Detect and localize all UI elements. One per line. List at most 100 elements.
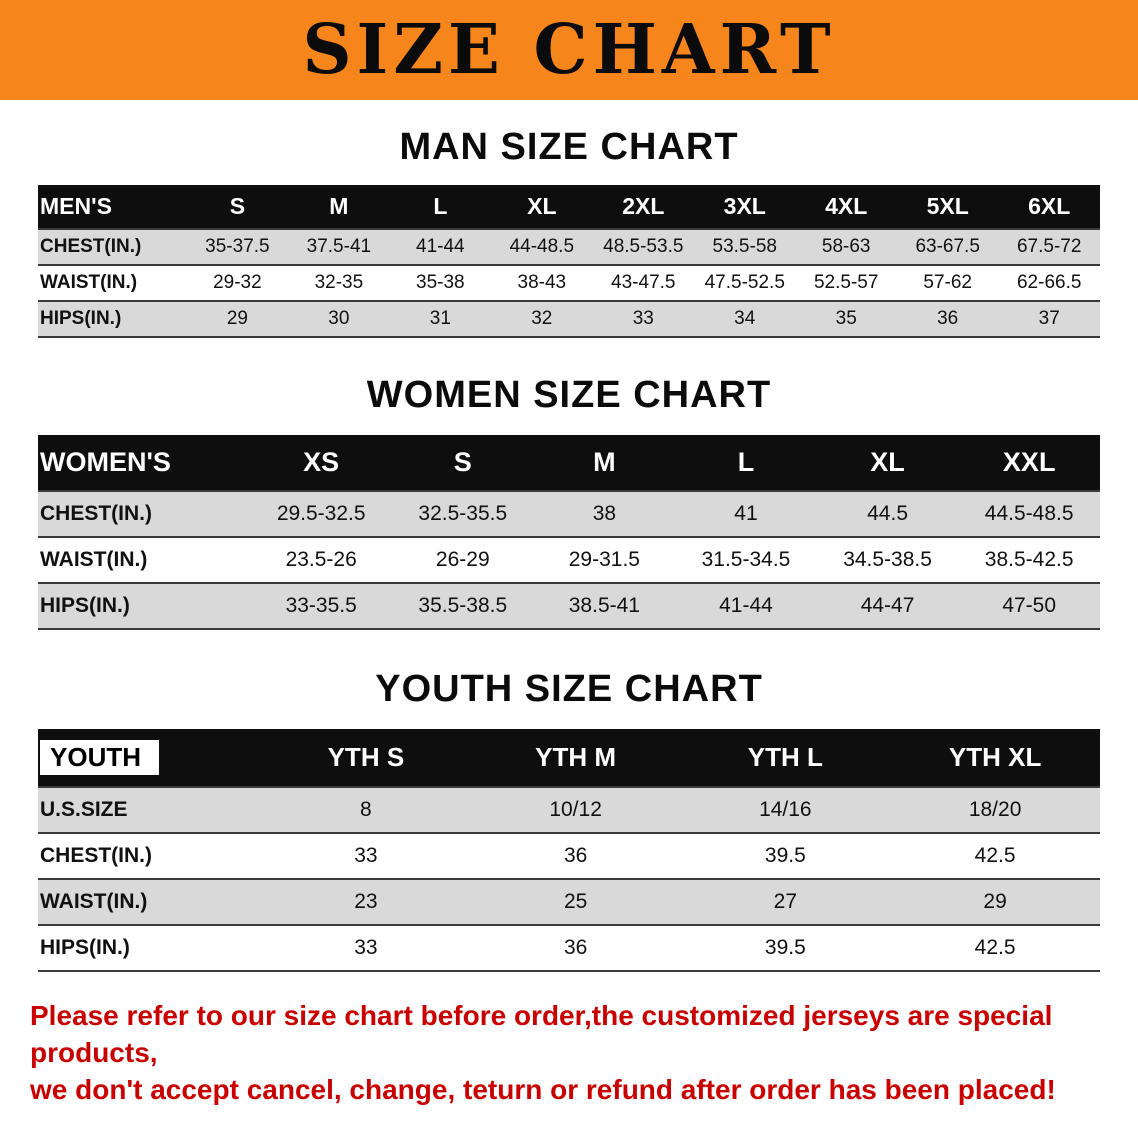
measure-cell: 39.5 xyxy=(764,844,806,867)
header-cell-text: L xyxy=(737,447,755,477)
measure-cell: 41 xyxy=(734,502,758,525)
measure-cell: 31 xyxy=(429,308,451,329)
header-cell-text: XL xyxy=(870,447,905,477)
men-header-row: MEN'S S M L XL 2XL 3XL 4XL 5XL 6XL xyxy=(38,185,1100,229)
measure-cell: 42.5 xyxy=(974,844,1016,867)
measure-cell: 44.5 xyxy=(867,502,908,525)
measure-cell: 33 xyxy=(354,936,378,959)
youth-section-title: YOUTH SIZE CHART xyxy=(375,668,763,710)
women-size-header: S xyxy=(391,435,534,491)
row-label: WAIST(IN.) xyxy=(40,548,148,571)
measure-cell: 39.5 xyxy=(764,936,806,959)
header-cell-text: YTH XL xyxy=(948,742,1042,772)
youth-measure-row: WAIST(IN.) 23 25 27 29 xyxy=(38,879,1100,925)
women-measure-row: HIPS(IN.) 33-35.5 35.5-38.5 38.5-41 41-44 44-… xyxy=(38,583,1100,629)
measure-cell: 36 xyxy=(937,308,959,329)
men-size-header: 4XL xyxy=(795,185,897,229)
youth-measure-row: CHEST(IN.) 33 36 39.5 42.5 xyxy=(38,833,1100,879)
youth-size-header: YTH M xyxy=(470,729,681,787)
men-size-table: MEN'S S M L XL 2XL 3XL 4XL 5XL 6XL CHEST(IN.) 35-37… xyxy=(38,185,1100,338)
measure-cell: 30 xyxy=(328,308,350,329)
measure-cell: 29-31.5 xyxy=(568,548,640,571)
men-size-section: MAN SIZE CHART MEN'S S M L XL 2XL 3XL 4XL 5XL 6XL… xyxy=(0,126,1138,338)
women-size-header: L xyxy=(675,435,817,491)
header-cell-text: 4XL xyxy=(825,193,868,219)
measure-cell: 62-66.5 xyxy=(1016,272,1082,293)
measure-cell: 47-50 xyxy=(1002,594,1057,617)
youth-size-section: YOUTH SIZE CHART YOUTH YTH S YTH M YTH L YTH… xyxy=(0,668,1138,972)
measure-cell: 38.5-41 xyxy=(568,594,640,617)
measure-cell: 34.5-38.5 xyxy=(843,548,932,571)
row-label: CHEST(IN.) xyxy=(40,502,152,525)
measure-cell: 31.5-34.5 xyxy=(701,548,791,571)
measure-cell: 34 xyxy=(734,308,756,329)
women-size-header: XXL xyxy=(958,435,1100,491)
men-size-header: 3XL xyxy=(694,185,796,229)
measure-cell: 35.5-38.5 xyxy=(418,594,508,617)
measure-cell: 36 xyxy=(563,936,588,959)
women-measure-row: WAIST(IN.) 23.5-26 26-29 29-31.5 31.5-34.5 34… xyxy=(38,537,1100,583)
measure-cell: 33 xyxy=(354,844,378,867)
disclaimer: Please refer to our size chart before or… xyxy=(30,998,1108,1109)
row-label: WAIST(IN.) xyxy=(40,272,138,293)
youth-size-table: YOUTH YTH S YTH M YTH L YTH XL U.S.SIZE 8 10/12… xyxy=(38,729,1100,972)
header-cell-text: 5XL xyxy=(926,193,969,219)
men-measure-row: CHEST(IN.) 35-37.5 37.5-41 41-44 44-48.5 48.5… xyxy=(38,229,1100,265)
header-cell-text: YTH M xyxy=(535,742,617,772)
measure-cell: 29.5-32.5 xyxy=(276,502,366,525)
header-cell-text: 3XL xyxy=(723,193,766,219)
measure-cell: 53.5-58 xyxy=(712,236,777,257)
header-cell-text: 2XL xyxy=(622,193,665,219)
measure-cell: 42.5 xyxy=(974,936,1016,959)
measure-cell: 44-47 xyxy=(860,594,915,617)
size-chart-banner: SIZE CHART xyxy=(0,0,1138,100)
youth-size-header: YTH S xyxy=(261,729,471,787)
header-cell-text: MEN'S xyxy=(40,193,112,219)
women-size-header: XL xyxy=(816,435,959,491)
header-cell-text: S xyxy=(453,447,472,477)
disclaimer-line-2: we don't accept cancel, change, teturn o… xyxy=(30,1073,1056,1105)
measure-cell: 41-44 xyxy=(416,236,465,257)
men-size-header: M xyxy=(288,185,390,229)
men-size-header: XL xyxy=(491,185,593,229)
men-size-header: S xyxy=(186,185,289,229)
measure-cell: 32 xyxy=(531,308,553,329)
men-size-header: L xyxy=(389,185,492,229)
measure-cell: 38-43 xyxy=(517,272,567,293)
measure-cell: 26-29 xyxy=(435,548,490,571)
women-size-section: WOMEN SIZE CHART WOMEN'S XS S M L XL XXL CHEST(… xyxy=(0,374,1138,630)
header-cell-text: YTH S xyxy=(327,742,405,772)
measure-cell: 8 xyxy=(360,798,372,821)
measure-cell: 38.5-42.5 xyxy=(984,548,1074,571)
disclaimer-line-1: Please refer to our size chart before or… xyxy=(30,1000,1053,1068)
youth-header-row: YOUTH YTH S YTH M YTH L YTH XL xyxy=(38,729,1100,787)
measure-cell: 67.5-72 xyxy=(1016,236,1082,257)
header-cell-text: YTH L xyxy=(747,742,823,772)
measure-cell: 63-67.5 xyxy=(915,236,980,257)
header-cell-text: XXL xyxy=(1002,447,1056,477)
men-measure-row: WAIST(IN.) 29-32 32-35 35-38 38-43 43-47.5 47.… xyxy=(38,265,1100,301)
measure-cell: 25 xyxy=(563,890,588,913)
measure-cell: 23.5-26 xyxy=(285,548,357,571)
row-label: HIPS(IN.) xyxy=(40,308,122,329)
men-size-header: 2XL xyxy=(592,185,695,229)
header-cell-text: L xyxy=(433,193,448,219)
measure-cell: 33-35.5 xyxy=(285,594,357,617)
women-measure-row: CHEST(IN.) 29.5-32.5 32.5-35.5 38 41 44.5 44.5… xyxy=(38,491,1100,537)
measure-cell: 41-44 xyxy=(719,594,773,617)
measure-cell: 32-35 xyxy=(314,272,364,293)
measure-cell: 44.5-48.5 xyxy=(984,502,1074,525)
measure-cell: 29 xyxy=(983,890,1007,913)
measure-cell: 29-32 xyxy=(213,272,262,293)
measure-cell: 18/20 xyxy=(968,798,1022,821)
measure-cell: 14/16 xyxy=(759,798,812,821)
header-cell-text: XL xyxy=(527,193,557,219)
banner-title: SIZE CHART xyxy=(302,10,836,90)
measure-cell: 35 xyxy=(835,308,857,329)
measure-cell: 57-62 xyxy=(923,272,972,293)
men-size-header: 5XL xyxy=(896,185,999,229)
measure-cell: 33 xyxy=(632,308,654,329)
men-measure-row: HIPS(IN.) 29 30 31 32 33 34 35 36 37 xyxy=(38,301,1100,337)
men-size-header: 6XL xyxy=(998,185,1100,229)
men-section-title: MAN SIZE CHART xyxy=(399,126,739,168)
